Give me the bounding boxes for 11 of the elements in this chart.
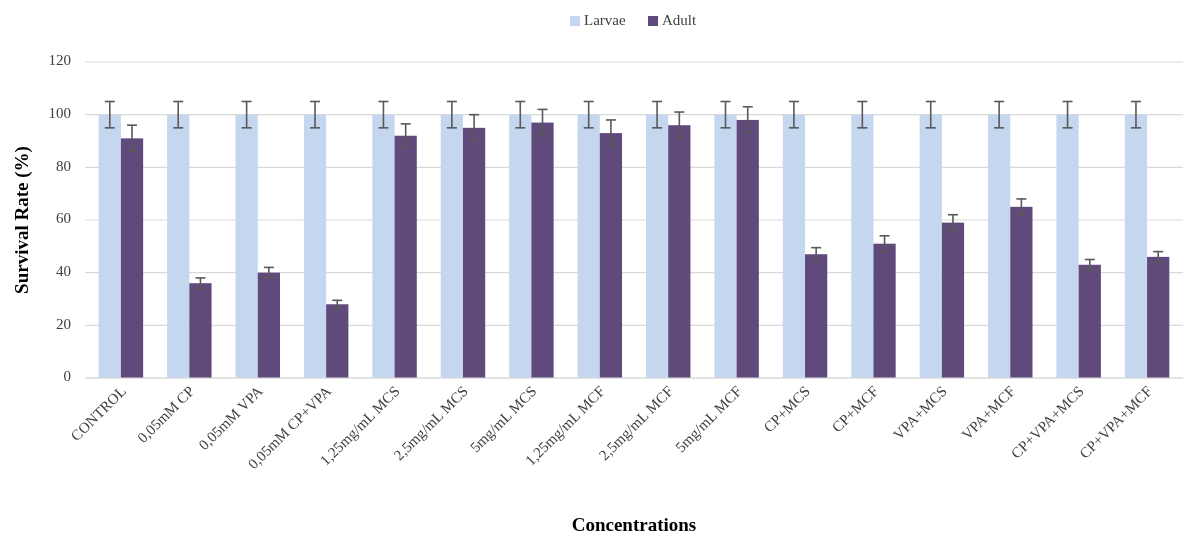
y-tick-label: 80 (56, 157, 71, 174)
legend-label: Larvae (584, 12, 626, 29)
y-tick-label: 120 (48, 52, 71, 69)
y-tick-label: 100 (48, 105, 71, 122)
y-tick-label: 0 (63, 368, 71, 385)
y-tick-label: 20 (56, 315, 71, 332)
y-axis-title: Survival Rate (%) (11, 146, 33, 294)
y-tick-label: 40 (56, 263, 71, 280)
y-tick-label: 60 (56, 210, 71, 227)
legend-label: Adult (662, 12, 697, 29)
x-axis-title: Concentrations (571, 514, 697, 535)
